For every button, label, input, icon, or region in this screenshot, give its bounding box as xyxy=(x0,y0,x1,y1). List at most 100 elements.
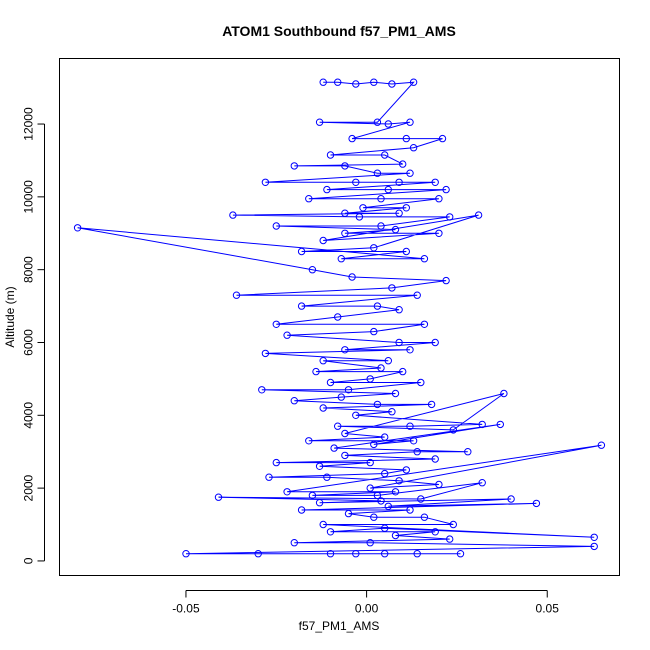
data-point xyxy=(384,185,392,194)
data-point xyxy=(344,509,353,518)
data-point xyxy=(254,550,262,558)
data-point xyxy=(258,386,266,394)
data-point xyxy=(341,429,349,438)
data-point xyxy=(377,222,385,230)
data-point xyxy=(399,160,407,168)
data-point xyxy=(315,118,324,126)
data-point xyxy=(341,209,349,217)
data-point xyxy=(341,162,349,170)
data-point xyxy=(420,255,429,263)
data-point xyxy=(435,195,443,203)
data-point xyxy=(308,491,317,500)
data-point xyxy=(590,533,598,541)
data-point xyxy=(319,78,327,86)
data-point xyxy=(366,539,374,547)
data-point xyxy=(427,400,436,409)
data-point xyxy=(406,169,414,177)
data-point xyxy=(341,451,349,460)
data-point xyxy=(377,364,385,372)
y-tick-label: 12000 xyxy=(22,107,36,141)
data-point xyxy=(355,213,364,221)
data-point xyxy=(352,550,360,558)
data-point xyxy=(326,528,335,536)
data-point xyxy=(297,506,306,514)
data-point xyxy=(315,462,324,470)
data-point xyxy=(456,550,465,558)
series-layer xyxy=(73,78,606,558)
data-point xyxy=(323,473,331,481)
data-point xyxy=(283,331,291,339)
data-point xyxy=(417,378,425,387)
y-axis: 0 2000 4000 6000 8000 10000 12000 xyxy=(22,107,45,564)
data-point xyxy=(366,458,374,467)
data-point xyxy=(409,437,418,445)
data-point xyxy=(435,480,443,489)
x-axis-label: f57_PM1_AMS xyxy=(299,619,380,633)
data-point xyxy=(395,477,403,485)
y-tick-label: 4000 xyxy=(22,402,36,429)
data-point xyxy=(312,367,320,376)
data-point xyxy=(420,320,429,328)
series-line xyxy=(77,81,602,555)
data-point xyxy=(402,466,410,474)
data-point xyxy=(413,448,421,456)
data-point xyxy=(417,495,425,503)
data-point xyxy=(413,550,421,558)
data-point xyxy=(366,375,374,383)
data-point xyxy=(272,458,280,467)
data-point xyxy=(352,80,360,88)
data-point xyxy=(366,484,374,492)
data-point xyxy=(391,488,400,496)
data-point xyxy=(449,426,457,434)
data-point xyxy=(478,479,486,487)
y-tick-label: 2000 xyxy=(22,474,36,501)
data-point xyxy=(330,444,338,452)
data-point xyxy=(182,550,190,558)
data-point xyxy=(449,520,457,529)
data-point xyxy=(272,320,280,328)
data-point xyxy=(359,204,367,212)
x-tick-label: -0.05 xyxy=(172,602,200,616)
data-point xyxy=(446,213,454,221)
data-point xyxy=(406,346,414,354)
data-point xyxy=(395,209,403,217)
data-point xyxy=(290,162,298,170)
data-point xyxy=(446,535,454,543)
data-point xyxy=(420,513,429,521)
data-point xyxy=(406,506,414,514)
data-point xyxy=(395,306,403,314)
data-point xyxy=(319,520,327,529)
data-point xyxy=(370,440,378,449)
data-point xyxy=(334,422,342,430)
data-point xyxy=(305,437,313,445)
data-point xyxy=(370,327,378,336)
data-point xyxy=(442,185,450,194)
data-point xyxy=(373,400,382,409)
data-point xyxy=(334,78,342,86)
data-point xyxy=(348,273,356,281)
data-point xyxy=(348,134,356,143)
data-point xyxy=(337,393,345,401)
data-point xyxy=(373,491,382,500)
data-point xyxy=(395,338,403,347)
data-point xyxy=(381,550,389,558)
data-point xyxy=(261,178,270,187)
data-point xyxy=(381,433,389,441)
data-point xyxy=(373,118,382,126)
data-point xyxy=(319,404,327,412)
data-point xyxy=(406,422,414,430)
data-point xyxy=(409,144,418,152)
data-point xyxy=(370,78,378,86)
data-point xyxy=(435,229,443,238)
data-point xyxy=(341,229,349,238)
data-point xyxy=(229,211,237,219)
data-point xyxy=(384,502,392,510)
data-point xyxy=(391,389,400,398)
data-point xyxy=(478,420,486,429)
data-point xyxy=(352,411,360,419)
data-point xyxy=(297,247,306,256)
y-tick-label: 8000 xyxy=(22,256,36,283)
data-point xyxy=(297,302,306,310)
chart-title: ATOM1 Southbound f57_PM1_AMS xyxy=(222,23,456,39)
